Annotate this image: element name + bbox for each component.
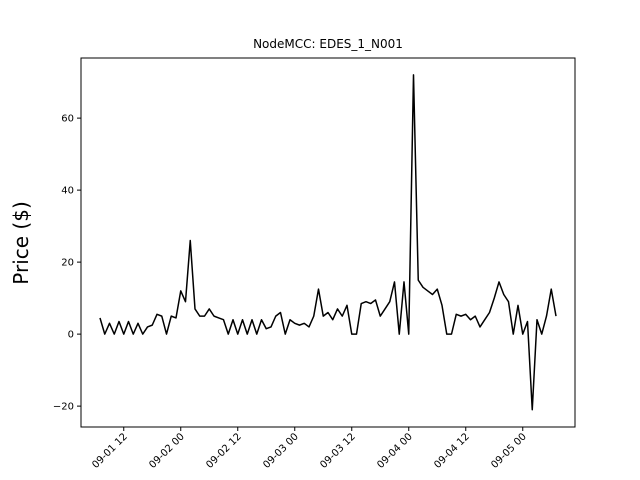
x-tick-label: 09-04 00 [375,431,415,471]
x-tick-label: 09-05 00 [489,431,529,471]
y-tick-label: 20 [61,258,74,269]
x-tick-label: 09-04 12 [432,431,472,471]
plot-frame [80,57,576,428]
y-tick-label: 40 [61,186,74,197]
chart-title: NodeMCC: EDES_1_N001 [253,37,403,51]
x-tick-label: 09-01 12 [90,431,130,471]
x-tick-label: 09-03 12 [318,431,358,471]
x-tick-label: 09-02 12 [204,431,244,471]
y-tick-label: 0 [68,330,74,341]
x-tick-label: 09-02 00 [147,431,187,471]
y-axis-label: Price ($) [9,201,33,284]
data-line [99,74,557,411]
y-tick-label: 60 [61,114,74,125]
y-tick-label: −20 [53,402,74,413]
x-tick-label: 09-03 00 [261,431,301,471]
